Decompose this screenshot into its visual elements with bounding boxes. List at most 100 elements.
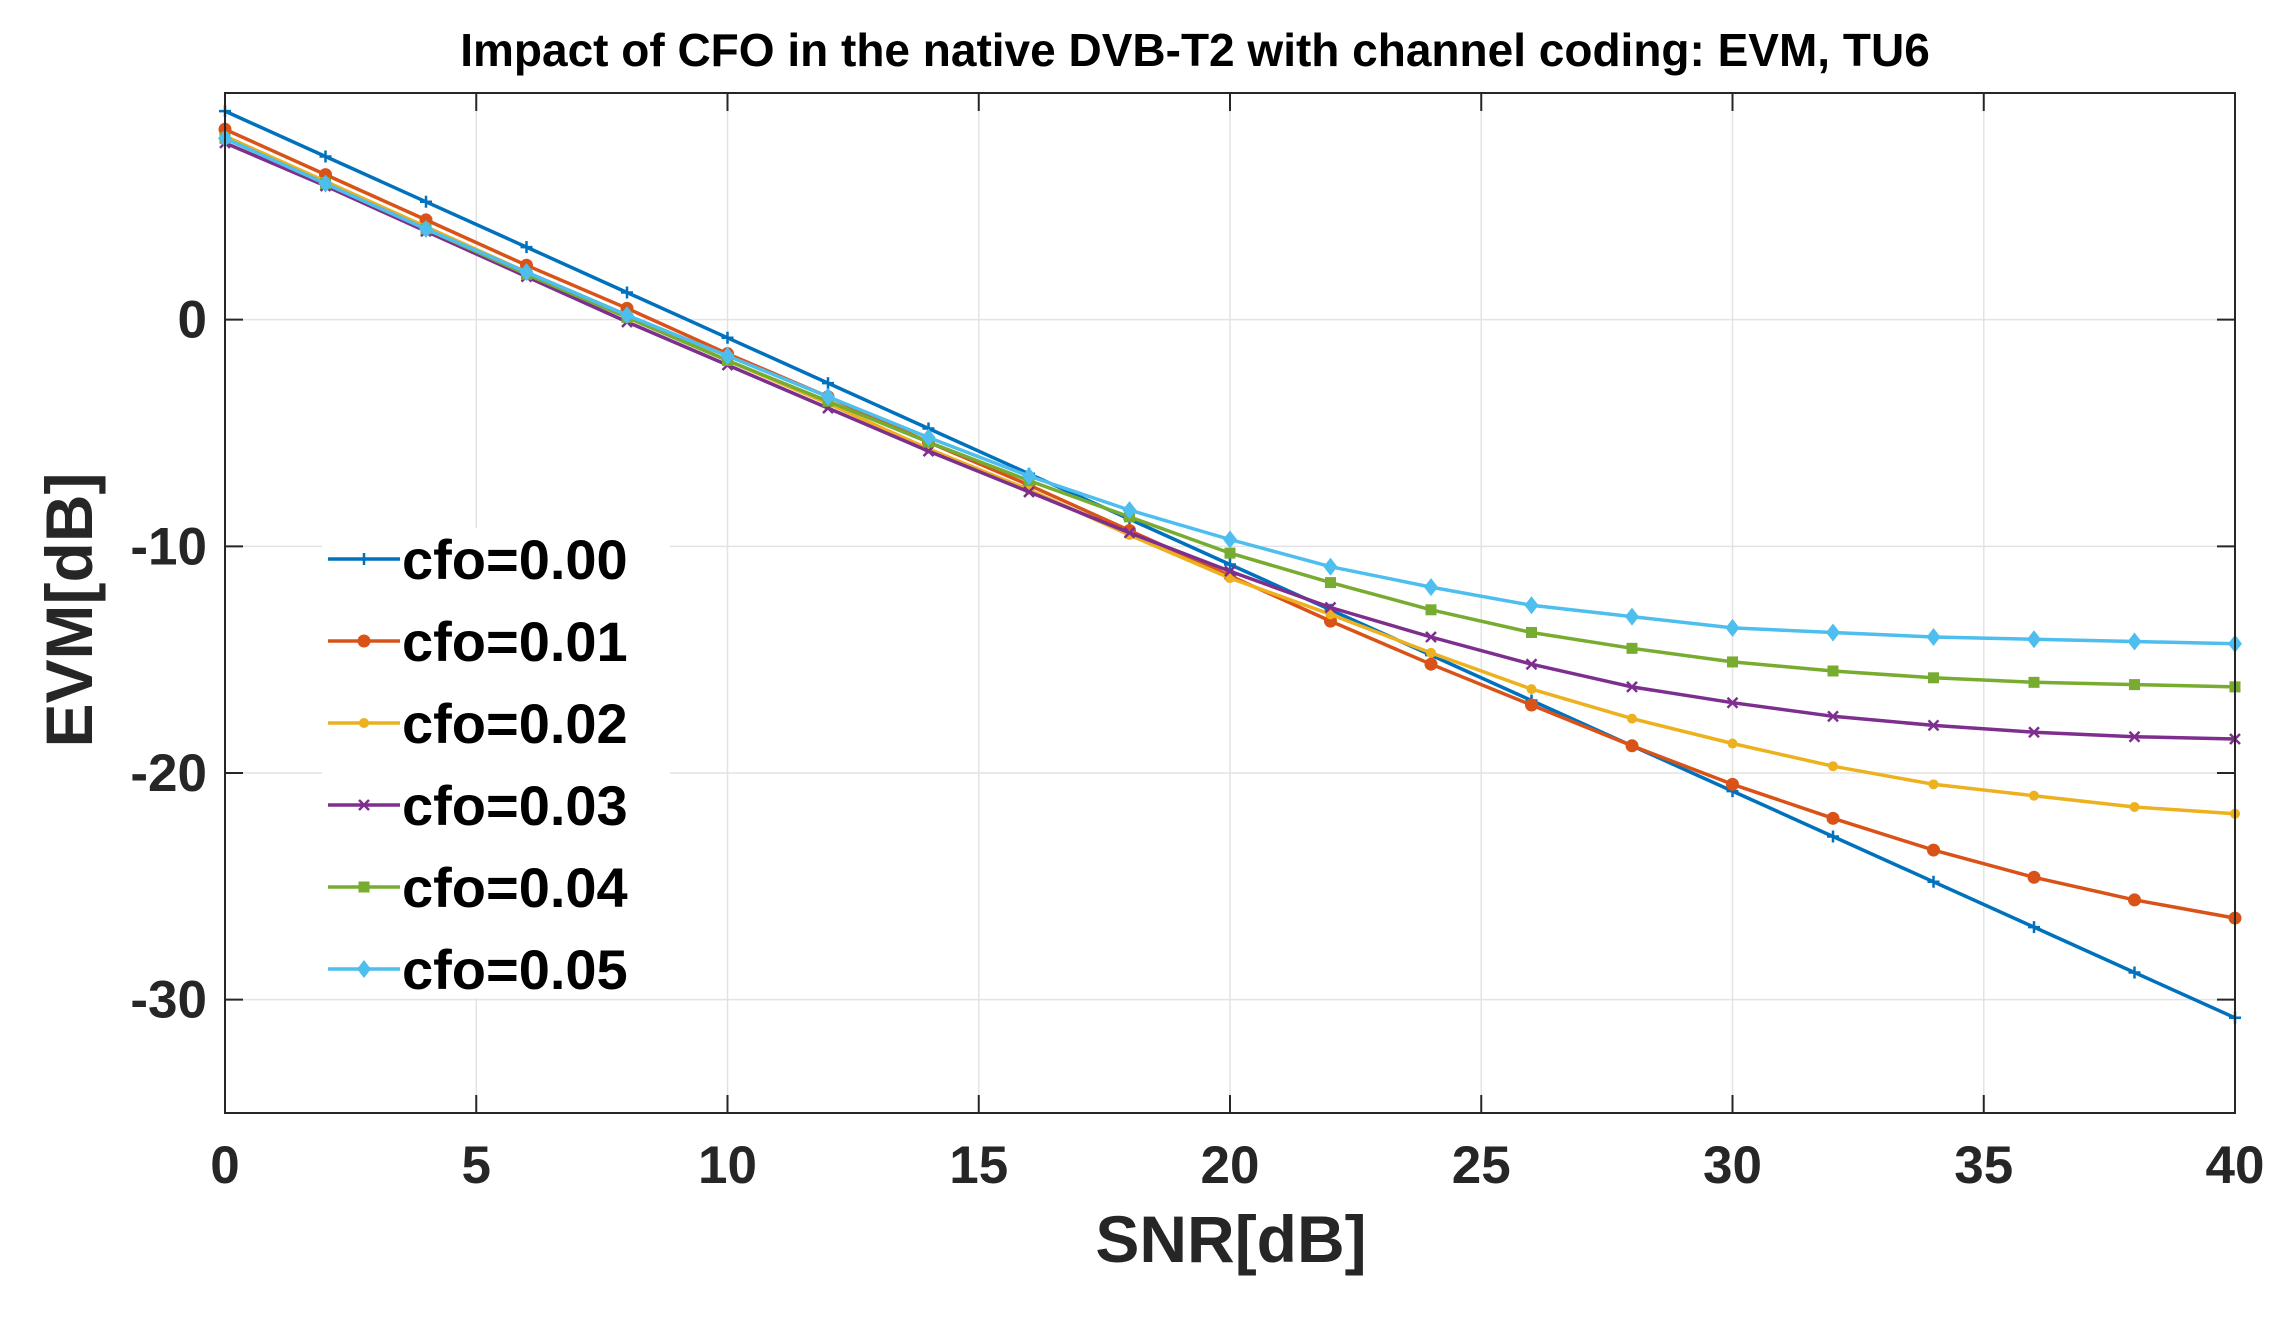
data-point <box>1224 558 1236 571</box>
legend-label: cfo=0.05 <box>402 938 628 1001</box>
data-point <box>1928 672 1939 684</box>
x-tick-label: 25 <box>1452 1136 1511 1195</box>
data-point <box>1425 631 1437 643</box>
y-tick-label: -30 <box>130 971 207 1030</box>
data-point <box>1927 843 1940 857</box>
x-tick-label: 0 <box>210 1136 239 1195</box>
data-point <box>2029 790 2039 801</box>
data-point <box>2028 676 2040 688</box>
data-point <box>2027 870 2041 884</box>
data-point <box>721 331 734 344</box>
data-point <box>1726 696 1739 709</box>
y-axis-label: EVM[dB] <box>32 473 106 748</box>
data-point <box>2028 726 2040 739</box>
data-point <box>1223 530 1237 549</box>
data-point <box>1525 698 1538 712</box>
y-tick-label: -20 <box>130 744 207 803</box>
data-point <box>318 174 333 193</box>
data-point <box>621 286 633 299</box>
x-tick-label: 10 <box>698 1136 757 1195</box>
data-point <box>419 220 433 238</box>
data-point <box>2128 966 2141 979</box>
legend-marker <box>357 960 371 978</box>
data-point <box>1827 665 1839 677</box>
legend: cfo=0.00 cfo=0.01 cfo=0.02 cfo=0.03 cfo=0.04… <box>322 528 670 1001</box>
x-tick-label: 35 <box>1954 1136 2013 1195</box>
data-point <box>1826 623 1840 642</box>
data-point <box>1325 609 1336 620</box>
x-tick-label: 40 <box>2206 1136 2265 1195</box>
data-point <box>1625 607 1639 626</box>
data-point <box>1424 657 1438 671</box>
legend-item: cfo=0.03 <box>328 774 628 837</box>
data-point <box>2028 921 2040 934</box>
legend-label: cfo=0.02 <box>402 692 628 755</box>
data-point <box>1224 547 1236 559</box>
data-point <box>1827 830 1839 843</box>
series-layer <box>218 105 2242 1024</box>
legend-item: cfo=0.05 <box>328 938 628 1001</box>
legend-box <box>322 528 670 998</box>
legend-label: cfo=0.03 <box>402 774 628 837</box>
data-point <box>1927 719 1940 732</box>
data-point <box>1928 779 1939 790</box>
data-point <box>822 377 834 390</box>
data-point <box>1926 628 1941 646</box>
data-point <box>1827 710 1839 723</box>
data-point <box>1526 684 1537 695</box>
legend-item: cfo=0.04 <box>328 856 628 919</box>
data-point <box>1323 557 1338 576</box>
data-point <box>1225 573 1235 584</box>
x-tick-label: 20 <box>1201 1136 1260 1195</box>
data-point <box>2129 679 2140 691</box>
data-point <box>921 428 936 447</box>
data-point <box>1425 604 1437 616</box>
y-tick-label: -10 <box>130 517 207 576</box>
legend-marker <box>358 553 370 565</box>
data-point <box>1023 486 1035 498</box>
legend-label: cfo=0.04 <box>402 856 628 919</box>
data-point <box>1627 713 1637 724</box>
data-point <box>2129 802 2140 812</box>
data-point <box>420 195 432 208</box>
data-point <box>1325 577 1336 589</box>
data-point <box>1525 658 1538 671</box>
ticks: 0 5 10 15 20 25 30 35 40 0 -10 -20 -30 <box>130 93 2264 1195</box>
legend-label: cfo=0.00 <box>402 528 628 591</box>
legend-marker <box>359 718 369 728</box>
data-point <box>1424 578 1438 597</box>
data-point <box>2027 630 2041 649</box>
data-point <box>319 150 332 163</box>
x-tick-label: 15 <box>949 1136 1008 1195</box>
data-point <box>1625 739 1639 753</box>
data-point <box>1727 738 1738 749</box>
series-cfo=0.05 <box>218 129 2242 653</box>
data-point <box>1524 596 1539 615</box>
x-tick-label: 30 <box>1703 1136 1762 1195</box>
x-axis-label: SNR[dB] <box>1095 1202 1366 1276</box>
data-point <box>1324 601 1337 614</box>
data-point <box>1426 647 1436 658</box>
data-point <box>1727 656 1738 668</box>
legend-marker <box>357 634 371 648</box>
legend-label: cfo=0.01 <box>402 610 628 673</box>
legend-marker <box>358 799 370 811</box>
y-tick-label: 0 <box>178 291 207 350</box>
data-point <box>922 445 935 458</box>
data-point <box>1626 680 1638 693</box>
legend-item: cfo=0.02 <box>328 692 628 755</box>
data-point <box>2127 632 2142 651</box>
legend-item: cfo=0.01 <box>328 610 628 673</box>
data-point <box>1123 526 1136 539</box>
chart-title: Impact of CFO in the native DVB-T2 with … <box>460 24 1930 76</box>
data-point <box>1022 467 1036 486</box>
data-point <box>1526 626 1537 638</box>
data-point <box>720 346 735 365</box>
data-point <box>1626 642 1638 654</box>
legend-item: cfo=0.00 <box>328 528 628 591</box>
data-point <box>1726 777 1739 791</box>
data-point <box>1927 875 1940 888</box>
data-point <box>2128 730 2141 743</box>
data-point <box>1826 811 1840 825</box>
